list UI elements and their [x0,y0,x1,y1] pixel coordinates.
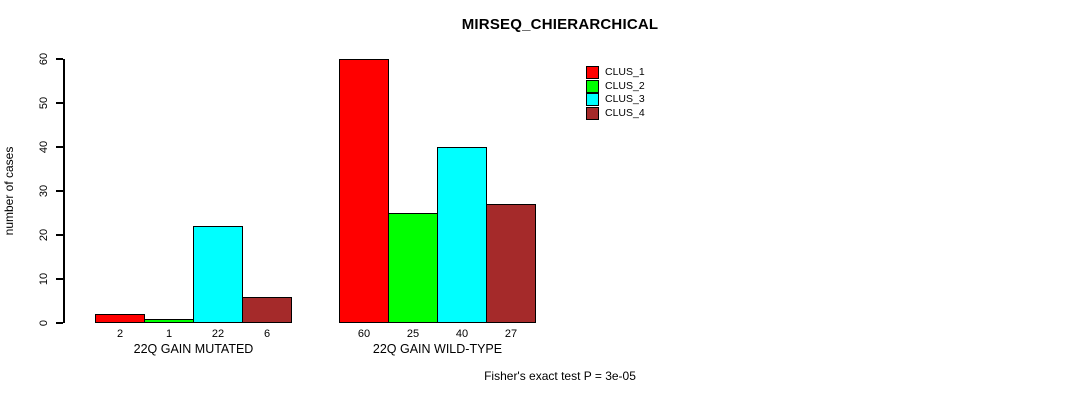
y-tick [56,146,63,148]
bar-value-label: 27 [504,328,518,340]
legend-label-clus_4: CLUS_4 [605,106,645,119]
bar-value-label: 25 [406,328,420,340]
legend-swatch-clus_3 [586,93,599,106]
legend-swatch-clus_4 [586,106,599,120]
y-tick-label: 20 [38,228,50,242]
bar-value-label: 1 [165,328,173,340]
legend-label-clus_2: CLUS_2 [605,79,645,92]
legend-swatch-clus_2 [586,79,599,93]
y-tick [56,190,63,192]
y-tick-label: 50 [38,96,50,110]
category-label: 22Q GAIN WILD-TYPE [372,342,503,356]
y-tick [56,102,63,104]
y-tick-label: 0 [38,319,50,327]
chart-title: MIRSEQ_CHIERARCHICAL [461,16,659,33]
bar-clus_3-group1 [193,226,243,323]
bar-value-label: 22 [211,328,225,340]
bar-clus_4-group2 [486,204,536,323]
y-tick-label: 30 [38,184,50,198]
category-label: 22Q GAIN MUTATED [133,342,254,356]
legend-label-clus_3: CLUS_3 [605,93,645,105]
y-tick-label: 40 [38,140,50,154]
bar-clus_4-group1 [242,296,292,323]
y-tick-label: 10 [38,272,50,286]
y-tick [56,58,63,60]
y-axis-line [63,59,65,323]
bar-value-label: 2 [116,328,124,340]
bar-value-label: 40 [455,328,469,340]
legend-label-clus_1: CLUS_1 [605,66,645,78]
bar-clus_2-group2 [388,213,438,323]
bar-value-label: 6 [263,328,271,340]
y-tick [56,234,63,236]
y-tick [56,322,63,324]
legend-swatch-clus_1 [586,66,599,79]
bar-clus_1-group2 [339,59,389,323]
bar-clus_1-group1 [95,314,145,323]
bar-clus_2-group1 [144,318,194,323]
y-tick-label: 60 [38,52,50,66]
y-tick [56,278,63,280]
annotation-text: Fisher's exact test P = 3e-05 [484,369,636,383]
bar-value-label: 60 [357,328,371,340]
bar-clus_3-group2 [437,147,487,323]
y-axis-label: number of cases [2,146,16,236]
